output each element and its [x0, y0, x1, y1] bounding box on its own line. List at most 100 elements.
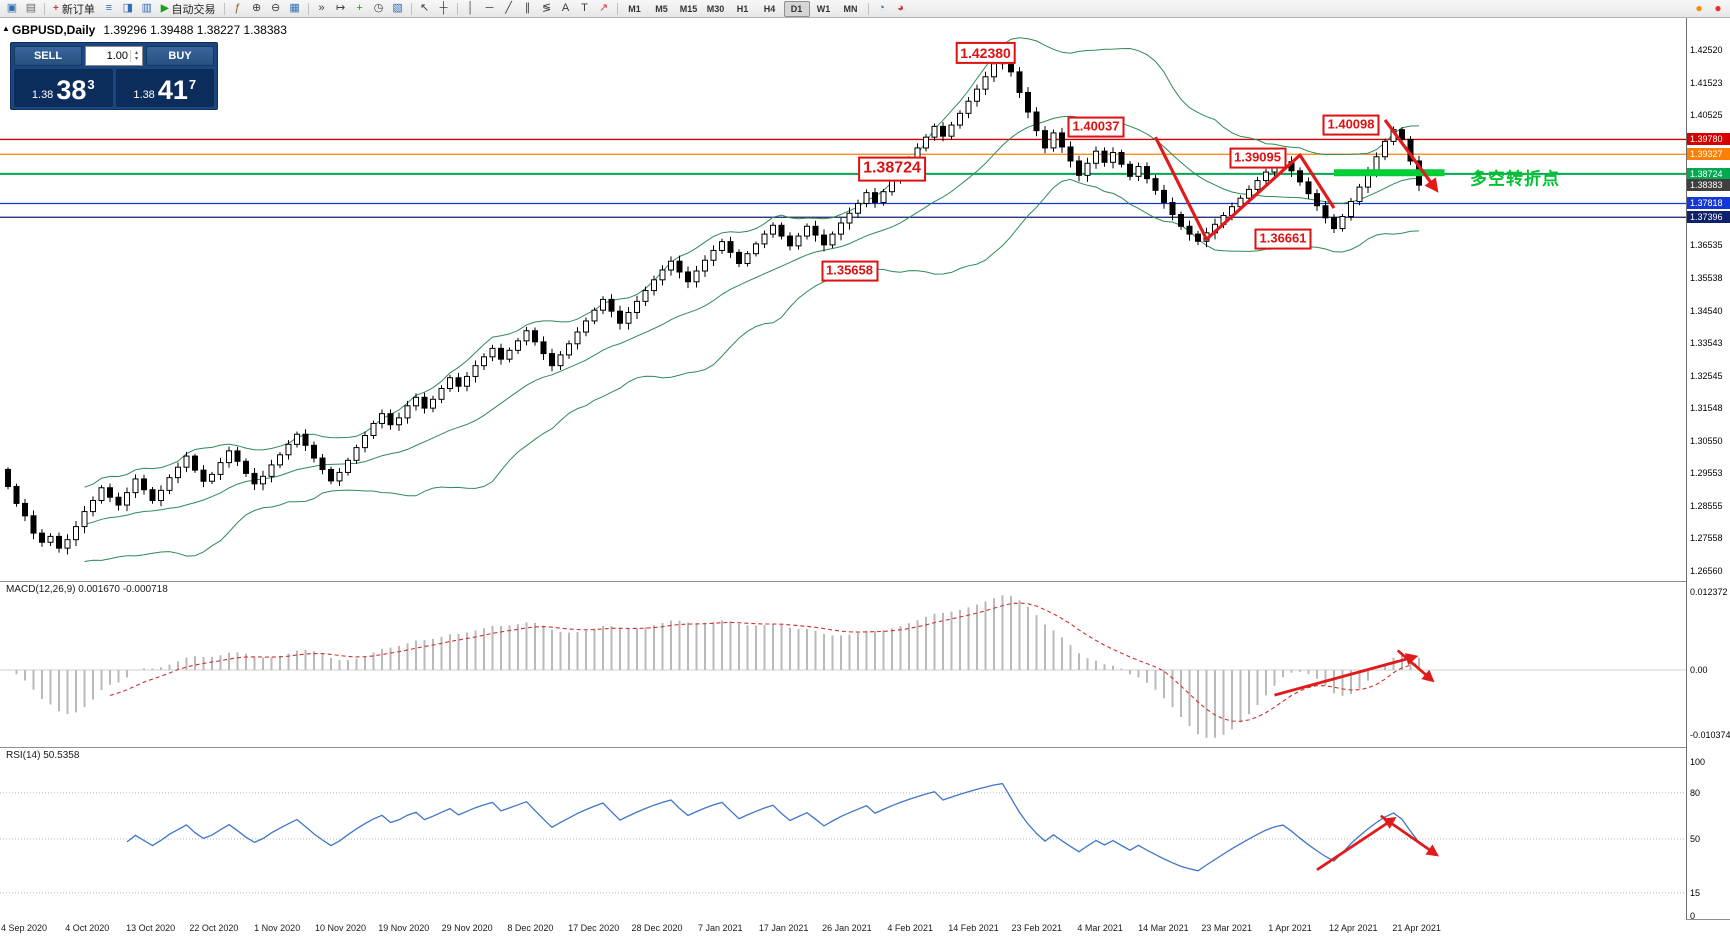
macd-scale-label: 0.00	[1690, 665, 1708, 675]
macd-annotation-arrow[interactable]	[1396, 649, 1435, 683]
main-chart[interactable]	[0, 18, 1686, 581]
date-label: 14 Feb 2021	[948, 923, 999, 933]
rsi-scale-label: 80	[1690, 787, 1701, 798]
date-label: 4 Feb 2021	[887, 923, 933, 933]
buy-price-pip: 7	[188, 77, 197, 92]
sell-price-display[interactable]: 1.38 38 3	[14, 69, 113, 107]
horizontal-line-icon[interactable]: ─	[485, 2, 494, 14]
current-price-badge: 1.38383	[1687, 179, 1730, 192]
navigator-icon[interactable]: ▥	[141, 2, 153, 14]
timeframe-button-D1[interactable]: D1	[783, 0, 810, 17]
pane-separator-macd[interactable]	[0, 581, 1730, 582]
profiles-icon[interactable]: ▤	[25, 2, 37, 14]
equidistant-channel-icon[interactable]: ∥	[524, 2, 531, 14]
timeframe-button-H4[interactable]: H4	[763, 3, 776, 14]
support-zone[interactable]	[1334, 169, 1445, 177]
volume-stepper-up-icon[interactable]: ▴	[134, 50, 138, 56]
auto-trading-button[interactable]: ▶ 自动交易	[157, 1, 220, 16]
volume-stepper[interactable]: ▴ ▾	[130, 50, 142, 62]
rsi-annotation-arrow[interactable]	[1379, 814, 1440, 857]
arrows-icon[interactable]: ↗	[598, 2, 609, 14]
text-icon[interactable]: A	[561, 2, 570, 14]
panel-collapse-icon[interactable]: ▲	[2, 24, 10, 33]
templates-icon[interactable]: ▧	[392, 2, 403, 14]
pane-separator-rsi[interactable]	[0, 747, 1730, 748]
chinese-annotation[interactable]: 多空转折点	[1470, 169, 1560, 189]
timeframe-button-MN[interactable]: MN	[843, 3, 858, 14]
buy-price-display[interactable]: 1.38 41 7	[115, 69, 214, 107]
volume-stepper-down-icon[interactable]: ▾	[134, 56, 138, 62]
macd-pane[interactable]	[0, 581, 1686, 747]
zoom-in-icon[interactable]: ⊕	[251, 2, 262, 14]
auto-trading-button-label: 自动交易	[171, 3, 216, 16]
date-label: 4 Sep 2020	[0, 923, 48, 933]
price-scale-label: 1.26560	[1690, 566, 1723, 576]
text-label-icon[interactable]: T	[581, 2, 588, 14]
volume-value[interactable]: 1.00	[106, 50, 128, 62]
cursor-icon[interactable]: ↖	[419, 2, 430, 14]
price-callout-1.38724[interactable]: 1.38724	[858, 156, 926, 182]
new-chart-icon[interactable]: ▣	[6, 2, 18, 14]
price-callout-1.40037[interactable]: 1.40037	[1067, 116, 1125, 138]
crosshair-icon[interactable]: ┼	[439, 2, 448, 14]
data-window-icon[interactable]: ◨	[122, 2, 134, 14]
trend-annotation-arrow[interactable]	[1383, 118, 1439, 193]
macd-annotation-arrow[interactable]	[1274, 653, 1419, 697]
toolbar-separator	[616, 2, 618, 15]
timeframe-button-M30[interactable]: M30	[706, 3, 725, 14]
sell-price-pip: 3	[87, 77, 95, 92]
sell-button[interactable]: SELL	[14, 46, 82, 66]
timeframe-button-H1[interactable]: H1	[736, 3, 749, 14]
chart-info-line: GBPUSD,Daily 1.39296 1.39488 1.38227 1.38…	[12, 23, 287, 37]
timeframe-button-M5[interactable]: M5	[655, 3, 668, 14]
symbol-period-label: GBPUSD,Daily	[12, 23, 96, 37]
date-label: 4 Mar 2021	[1077, 923, 1123, 933]
alerts-icon[interactable]: ◕	[897, 2, 904, 14]
date-label: 7 Jan 2021	[698, 923, 743, 933]
date-label: 26 Jan 2021	[822, 923, 872, 933]
price-callout-1.42380[interactable]: 1.42380	[955, 41, 1016, 65]
fibonacci-icon[interactable]: ≶	[541, 2, 552, 14]
price-callout-1.40098[interactable]: 1.40098	[1322, 114, 1380, 136]
volume-input[interactable]: 1.00 ▴ ▾	[85, 46, 143, 66]
periods-icon[interactable]: ◷	[373, 2, 384, 14]
timeframe-button-M1[interactable]: M1	[628, 3, 641, 14]
zoom-out-icon[interactable]: ⊖	[270, 2, 281, 14]
rsi-scale-label: 50	[1690, 834, 1701, 844]
tile-windows-icon[interactable]: ▦	[289, 2, 300, 14]
timeframe-button-M15[interactable]: M15	[679, 3, 698, 14]
auto-trading-button-icon: ▶	[160, 3, 169, 14]
price-callout-1.39095[interactable]: 1.39095	[1229, 147, 1286, 169]
timeframe-button-W1[interactable]: W1	[816, 3, 831, 14]
vertical-line-icon[interactable]: │	[467, 2, 474, 14]
price-scale[interactable]: 1.42520 1.41523 1.40525 1.36535 1.35538 1.345…	[1686, 18, 1730, 921]
live-update-icon[interactable]: ●	[1714, 1, 1722, 15]
toolbar-separator	[44, 2, 45, 15]
buy-button[interactable]: BUY	[146, 46, 214, 66]
chart-window[interactable]: ▲ GBPUSD,Daily 1.39296 1.39488 1.38227 1.…	[0, 18, 1730, 938]
price-scale-label: 1.27558	[1690, 533, 1723, 544]
strategy-tester-icon[interactable]: ◔	[878, 2, 885, 14]
market-watch-icon[interactable]: ≡	[105, 2, 113, 14]
rsi-scale-label: 100	[1690, 757, 1706, 767]
indicator-list-icon[interactable]: ƒ	[234, 2, 241, 14]
rsi-pane[interactable]	[0, 747, 1686, 919]
trendline-icon[interactable]: ╱	[505, 2, 512, 14]
chart-shift-icon[interactable]: ↦	[335, 2, 346, 14]
auto-scroll-icon[interactable]: »	[318, 2, 325, 14]
notifications-icon[interactable]: ●	[1695, 1, 1703, 15]
price-callout-1.36661[interactable]: 1.36661	[1254, 228, 1312, 250]
date-label: 4 Oct 2020	[65, 923, 110, 933]
date-axis[interactable]: 4 Sep 2020 4 Oct 2020 13 Oct 2020 22 Oct 20…	[0, 919, 1686, 938]
rsi-annotation-arrow[interactable]	[1316, 816, 1397, 871]
toolbar-separator	[307, 2, 309, 15]
new-order-button[interactable]: + 新订单	[49, 1, 99, 16]
price-callout-1.35658[interactable]: 1.35658	[821, 260, 878, 282]
add-indicator-icon[interactable]: +	[356, 2, 363, 14]
sell-price-prefix: 1.38	[31, 89, 54, 101]
date-label: 14 Mar 2021	[1138, 923, 1189, 933]
trend-annotation-arrow[interactable]	[1154, 136, 1336, 241]
buy-price-big: 41	[157, 75, 188, 105]
date-label: 22 Oct 2020	[189, 923, 239, 933]
date-label: 10 Nov 2020	[314, 923, 367, 933]
